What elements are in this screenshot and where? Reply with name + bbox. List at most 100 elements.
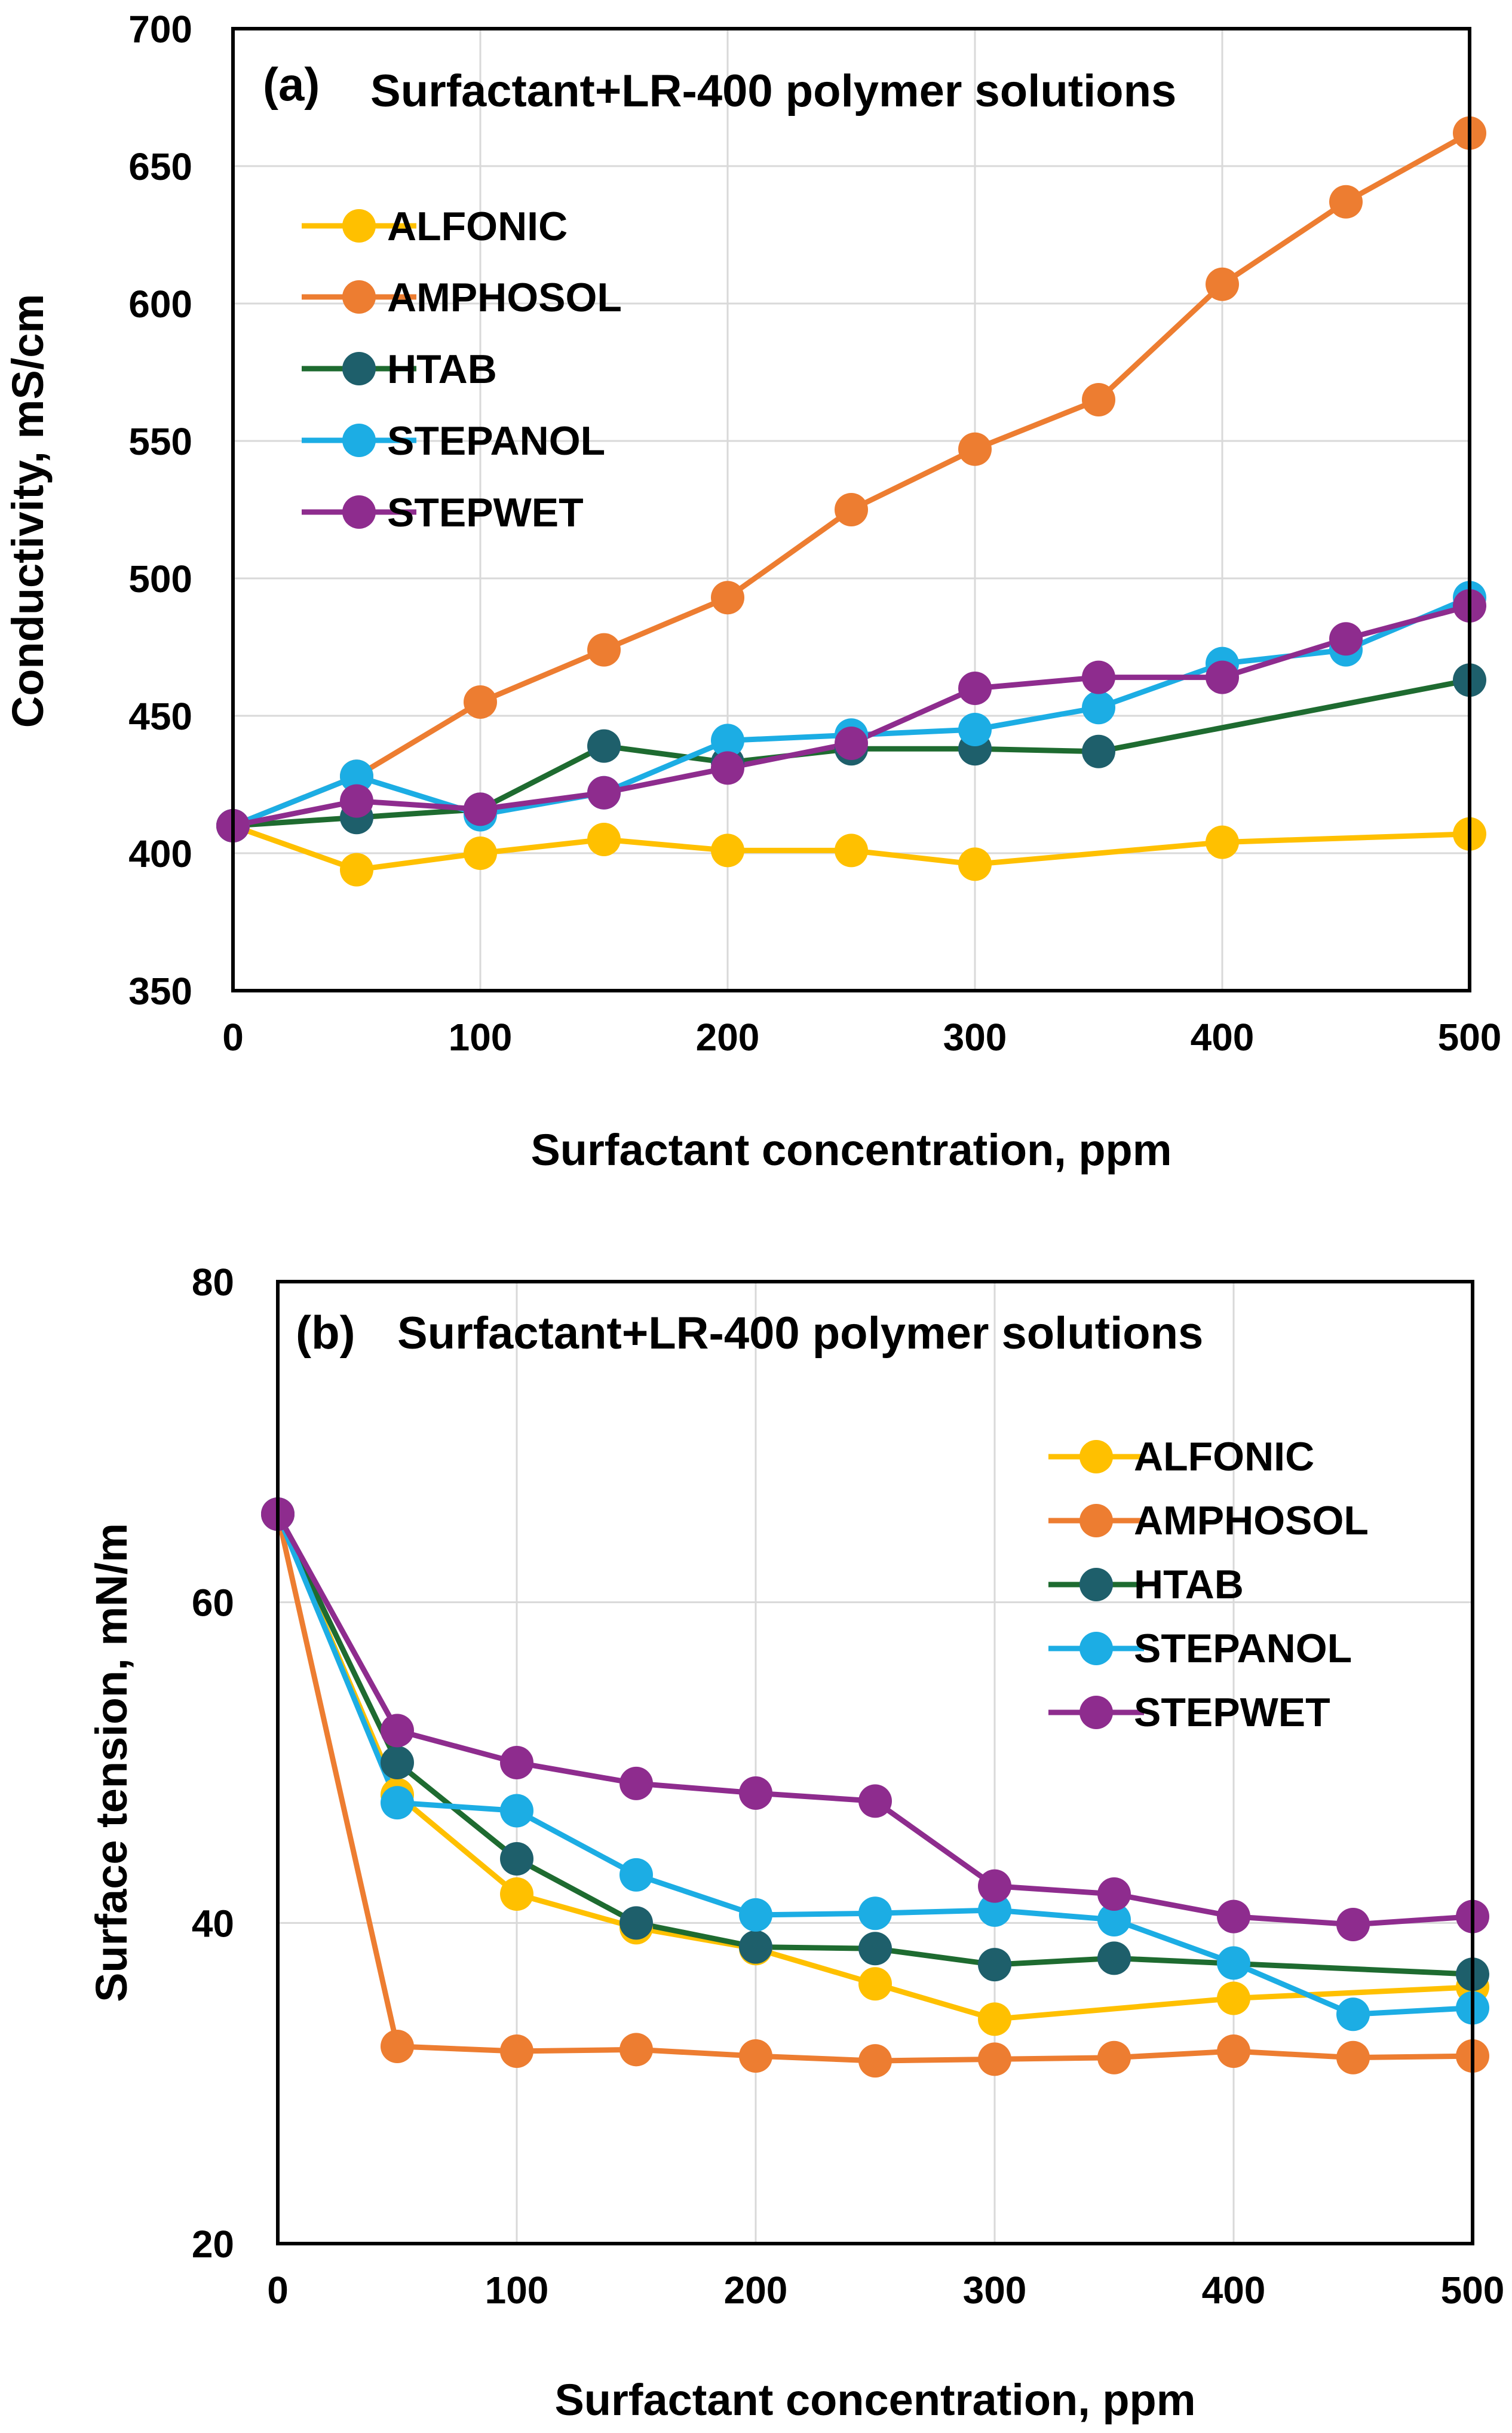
data-point-stepanol	[1082, 691, 1115, 725]
data-point-stepanol	[978, 1893, 1011, 1927]
y-tick-label: 40	[192, 1902, 234, 1945]
legend-marker	[342, 209, 376, 243]
y-tick-label: 650	[128, 145, 192, 188]
data-point-stepwet	[978, 1869, 1011, 1903]
legend-label: AMPHOSOL	[1134, 1498, 1369, 1543]
panel-a-legend-entry-stepanol: STEPANOL	[302, 418, 605, 464]
x-tick-label: 200	[696, 1016, 760, 1059]
data-point-amphosol	[500, 2034, 533, 2068]
data-point-stepwet	[381, 1714, 414, 1748]
data-point-stepwet	[739, 1776, 772, 1810]
panel-a-legend-entry-htab: HTAB	[302, 347, 497, 392]
data-point-stepwet	[1206, 660, 1239, 694]
data-point-htab	[381, 1746, 414, 1779]
data-point-stepanol	[340, 759, 373, 793]
legend-label: ALFONIC	[1134, 1434, 1314, 1479]
data-point-stepwet	[858, 1784, 892, 1818]
data-point-amphosol	[1329, 185, 1363, 219]
data-point-htab	[1082, 734, 1115, 768]
panel-a-plot-frame	[231, 27, 1471, 992]
legend-marker	[342, 352, 376, 385]
data-point-amphosol	[381, 2029, 414, 2063]
y-tick-label: 400	[128, 832, 192, 875]
panel-b-y-axis-title: Surface tension, mN/m	[87, 1523, 136, 2002]
data-point-stepwet	[1217, 1899, 1250, 1933]
x-tick-label: 200	[724, 2269, 788, 2312]
data-point-alfonic	[1206, 825, 1239, 859]
data-point-alfonic	[464, 836, 497, 870]
legend-marker	[342, 424, 376, 457]
data-point-stepwet	[711, 751, 744, 785]
y-tick-label: 500	[128, 557, 192, 600]
data-point-amphosol	[1206, 267, 1239, 301]
y-tick-label: 700	[128, 8, 192, 51]
data-point-htab	[587, 729, 621, 763]
panel-b-label: (b)	[296, 1306, 355, 1359]
data-point-stepwet	[464, 792, 497, 826]
panel-b-legend-entry-stepwet: STEPWET	[1048, 1690, 1330, 1735]
x-tick-label: 0	[222, 1016, 244, 1059]
x-tick-label: 300	[963, 2269, 1027, 2312]
data-point-htab	[500, 1842, 533, 1876]
x-tick-label: 500	[1441, 2269, 1505, 2312]
data-point-stepwet	[1097, 1877, 1131, 1911]
data-point-stepwet	[340, 784, 373, 818]
data-point-amphosol	[619, 2033, 653, 2067]
panel-a-y-axis-title: Conductivity, mS/cm	[3, 294, 53, 728]
data-point-amphosol	[587, 633, 621, 667]
panel-a-label: (a)	[263, 58, 320, 111]
data-point-amphosol	[1082, 383, 1115, 416]
data-point-alfonic	[978, 2002, 1011, 2036]
data-point-alfonic	[958, 847, 992, 881]
panel-a-conductivity-chart: 350 400 450 500 550 600 650 700 0 100 200 300 400 50…	[3, 8, 1501, 1175]
x-tick-label: 400	[1202, 2269, 1266, 2312]
panel-b-legend-entry-amphosol: AMPHOSOL	[1048, 1498, 1369, 1543]
data-point-stepanol	[500, 1794, 533, 1828]
data-point-stepanol	[739, 1898, 772, 1932]
data-point-stepanol	[1217, 1946, 1250, 1980]
data-point-stepanol	[619, 1858, 653, 1892]
data-point-alfonic	[587, 823, 621, 856]
legend-label: ALFONIC	[387, 204, 568, 249]
y-tick-label: 350	[128, 970, 192, 1013]
data-point-stepwet	[1329, 622, 1363, 656]
data-point-amphosol	[978, 2042, 1011, 2076]
data-point-amphosol	[1217, 2034, 1250, 2068]
x-tick-label: 100	[485, 2269, 549, 2312]
x-tick-label: 300	[943, 1016, 1007, 1059]
data-point-alfonic	[500, 1877, 533, 1911]
panel-b-legend-entry-stepanol: STEPANOL	[1048, 1626, 1352, 1671]
y-tick-label: 80	[192, 1261, 234, 1304]
data-point-stepwet	[619, 1766, 653, 1800]
y-tick-label: 60	[192, 1582, 234, 1625]
data-point-amphosol	[1097, 2040, 1131, 2075]
data-point-amphosol	[739, 2039, 772, 2073]
legend-label: STEPWET	[387, 490, 584, 535]
panel-b-plot-frame	[276, 1280, 1474, 2245]
legend-label: HTAB	[387, 347, 497, 392]
data-point-amphosol	[958, 432, 992, 466]
panel-b-surface-tension-chart: 20 40 60 80 0 100 200 300 400 500 (b) Surfactant…	[87, 1261, 1504, 2425]
panel-a-x-axis-title: Surfactant concentration, ppm	[530, 1125, 1171, 1175]
data-point-stepwet	[835, 727, 868, 760]
panel-b-legend-entry-alfonic: ALFONIC	[1048, 1434, 1314, 1479]
data-point-amphosol	[711, 581, 744, 615]
panel-b-x-axis-title: Surfactant concentration, ppm	[554, 2375, 1195, 2425]
panel-a-legend-entry-alfonic: ALFONIC	[302, 204, 568, 249]
panel-b-plot-area	[278, 1282, 1473, 2244]
data-point-stepwet	[958, 672, 992, 705]
data-point-stepanol	[381, 1786, 414, 1820]
legend-marker	[1079, 1632, 1113, 1665]
data-point-stepwet	[587, 776, 621, 810]
x-tick-label: 0	[267, 2269, 289, 2312]
y-tick-label: 450	[128, 695, 192, 738]
legend-marker	[1079, 1504, 1113, 1537]
data-point-alfonic	[340, 853, 373, 887]
data-point-stepwet	[500, 1746, 533, 1779]
x-tick-label: 500	[1438, 1016, 1502, 1059]
panel-a-title: Surfactant+LR-400 polymer solutions	[370, 66, 1176, 117]
x-tick-label: 100	[449, 1016, 513, 1059]
legend-marker	[1079, 1568, 1113, 1601]
legend-marker	[1079, 1440, 1113, 1473]
